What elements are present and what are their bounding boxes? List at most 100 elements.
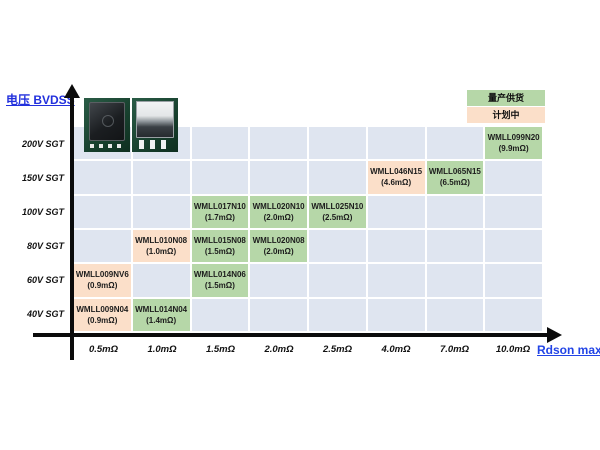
mosfet-package-black	[89, 102, 125, 141]
x-tick-label: 4.0mΩ	[381, 344, 411, 355]
grid-cell	[250, 264, 307, 297]
x-axis-arrowhead-icon	[547, 327, 562, 343]
grid-cell	[426, 298, 484, 331]
product-grid: WMLL099N20 (9.9mΩ) WMLL046N15 (4.6mΩ) WMLL06…	[74, 127, 542, 331]
product-rdson: (4.6mΩ)	[381, 178, 412, 188]
y-tick-label: 100V SGT	[21, 207, 64, 217]
grid-cell	[74, 195, 131, 228]
grid-cell	[367, 127, 425, 160]
product-rdson: (1.5mΩ)	[204, 247, 235, 257]
product-rdson: (1.5mΩ)	[204, 281, 235, 291]
legend: 量产供货 计划中	[467, 90, 545, 124]
product-name: WMLL020N08	[252, 235, 305, 245]
product-rdson: (0.9mΩ)	[87, 315, 118, 325]
product-name: WMLL017N10	[193, 201, 246, 211]
grid-cell	[250, 161, 307, 194]
package-photo-bottom-view	[132, 98, 178, 152]
product-cell: WMLL099N20 (9.9mΩ)	[485, 127, 542, 160]
product-cell: WMLL065N15 (6.5mΩ)	[426, 161, 484, 194]
legend-item-planned: 计划中	[467, 107, 545, 123]
y-tick-label: 60V SGT	[26, 275, 64, 285]
product-rdson: (2.0mΩ)	[263, 247, 294, 257]
grid-cell	[485, 229, 542, 263]
grid-cell	[426, 264, 484, 297]
product-cell: WMLL010N08 (1.0mΩ)	[132, 229, 190, 263]
x-tick-label: 2.5mΩ	[322, 344, 353, 355]
product-cell: WMLL046N15 (4.6mΩ)	[367, 161, 425, 194]
product-rdson: (1.0mΩ)	[146, 247, 177, 257]
grid-cell	[309, 264, 366, 297]
product-name: WMLL014N04	[135, 304, 188, 314]
legend-item-mass-production: 量产供货	[467, 90, 545, 106]
product-name: WMLL010N08	[135, 235, 188, 245]
product-name: WMLL009NV6	[75, 270, 129, 280]
product-cell: WMLL025N10 (2.5mΩ)	[309, 195, 366, 228]
product-rdson: (1.4mΩ)	[146, 315, 177, 325]
y-axis-title: 电压 BVDSS	[6, 93, 75, 107]
product-rdson: (1.7mΩ)	[204, 212, 235, 222]
product-name: WMLL015N08	[193, 235, 246, 245]
y-tick-label: 40V SGT	[26, 309, 64, 319]
grid-cell	[309, 127, 366, 160]
product-rdson: (9.9mΩ)	[498, 144, 529, 154]
grid-cell	[191, 298, 249, 331]
x-tick-label: 7.0mΩ	[439, 344, 470, 355]
grid-cell	[426, 127, 484, 160]
grid-cell	[485, 298, 542, 331]
product-cell: WMLL014N04 (1.4mΩ)	[132, 298, 190, 331]
grid-cell	[485, 195, 542, 228]
x-tick-label: 0.5mΩ	[88, 344, 119, 355]
grid-cell	[191, 161, 249, 194]
grid-cell	[309, 161, 366, 194]
grid-cell	[367, 229, 425, 263]
product-rdson: (0.9mΩ)	[87, 281, 118, 291]
package-leads	[90, 144, 124, 148]
product-name: WMLL025N10	[311, 201, 364, 211]
grid-cell	[426, 195, 484, 228]
grid-cell	[485, 264, 542, 297]
grid-cell	[485, 161, 542, 194]
y-axis-arrowhead-icon	[64, 84, 80, 98]
product-cell: WMLL014N06 (1.5mΩ)	[191, 264, 249, 297]
product-name: WMLL014N06	[193, 270, 246, 280]
product-name: WMLL099N20	[487, 132, 540, 142]
grid-cell	[309, 229, 366, 263]
package-photo-top-view	[84, 98, 130, 152]
grid-cell	[309, 298, 366, 331]
grid-cell	[367, 195, 425, 228]
y-tick-label: 200V SGT	[21, 139, 64, 149]
grid-cell	[74, 161, 131, 194]
x-tick-label: 1.5mΩ	[205, 344, 236, 355]
product-name: WMLL065N15	[428, 167, 481, 177]
product-photo	[84, 98, 178, 152]
grid-cell	[367, 298, 425, 331]
product-name: WMLL046N15	[370, 167, 423, 177]
grid-cell	[191, 127, 249, 160]
product-cell: WMLL017N10 (1.7mΩ)	[191, 195, 249, 228]
product-cell: WMLL020N10 (2.0mΩ)	[250, 195, 307, 228]
product-cell: WMLL015N08 (1.5mΩ)	[191, 229, 249, 263]
grid-cell	[426, 229, 484, 263]
y-tick-label: 150V SGT	[21, 173, 64, 183]
product-name: WMLL020N10	[252, 201, 305, 211]
grid-cell	[132, 264, 190, 297]
x-tick-label: 1.0mΩ	[147, 344, 177, 355]
product-rdson: (2.0mΩ)	[263, 212, 294, 222]
grid-cell	[132, 161, 190, 194]
grid-cell	[250, 127, 307, 160]
product-rdson: (2.5mΩ)	[322, 212, 353, 222]
x-axis-line	[33, 333, 549, 337]
grid-cell	[367, 264, 425, 297]
grid-cell	[74, 229, 131, 263]
product-cell: WMLL009NV6 (0.9mΩ)	[74, 264, 131, 297]
x-axis-title: Rdson max	[537, 343, 600, 357]
mosfet-package-silver	[136, 101, 174, 138]
product-cell: WMLL009N04 (0.9mΩ)	[74, 298, 131, 331]
grid-cell	[250, 298, 307, 331]
product-cell: WMLL020N08 (2.0mΩ)	[250, 229, 307, 263]
x-tick-label: 2.0mΩ	[264, 344, 294, 355]
y-tick-label: 80V SGT	[26, 241, 64, 251]
y-axis-line	[70, 96, 74, 360]
product-name: WMLL009N04	[76, 304, 129, 314]
